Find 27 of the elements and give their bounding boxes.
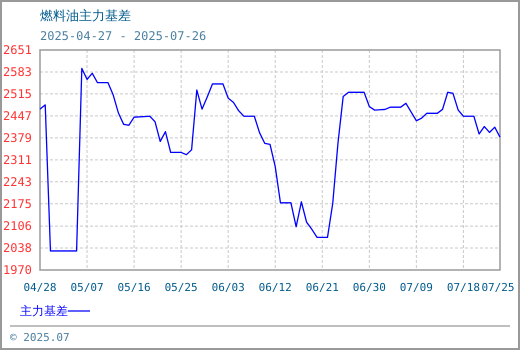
x-tick-label: 06/12 [258, 281, 292, 294]
x-tick-label: 06/21 [306, 281, 339, 294]
legend-label: 主力基差 [20, 304, 68, 318]
line-series [39, 68, 501, 252]
chart-subtitle: 2025-04-27 - 2025-07-26 [40, 29, 206, 43]
y-tick-label: 1970 [3, 263, 32, 277]
x-tick-label: 07/09 [400, 281, 433, 294]
y-tick-label: 2106 [3, 219, 32, 234]
y-tick-label: 2447 [3, 108, 32, 123]
y-tick-label: 2651 [3, 43, 32, 57]
y-tick-label: 2175 [3, 196, 32, 211]
x-tick-label: 06/03 [212, 281, 245, 294]
y-tick-label: 2583 [3, 64, 32, 79]
x-tick-label: 05/07 [70, 281, 104, 294]
y-tick-label: 2038 [3, 241, 32, 256]
y-tick-label: 2311 [3, 152, 32, 167]
x-tick-label: 07/18 [446, 281, 480, 294]
chart-title: 燃料油主力基差 [40, 8, 131, 24]
y-tick-label: 2379 [3, 130, 32, 145]
x-tick-label: 06/30 [352, 281, 386, 294]
y-tick-label: 2243 [3, 174, 32, 189]
x-tick-label: 05/16 [118, 281, 151, 294]
x-tick-label: 05/25 [164, 281, 198, 294]
text: © 2025.07 [10, 331, 70, 344]
x-tick-label: 04/28 [23, 281, 57, 294]
x-tick-label: 07/25 [481, 281, 515, 294]
y-tick-label: 2515 [3, 86, 32, 101]
